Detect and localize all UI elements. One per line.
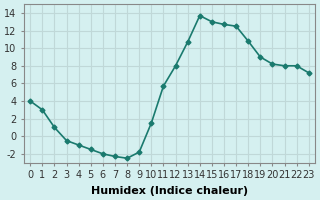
X-axis label: Humidex (Indice chaleur): Humidex (Indice chaleur) bbox=[91, 186, 248, 196]
